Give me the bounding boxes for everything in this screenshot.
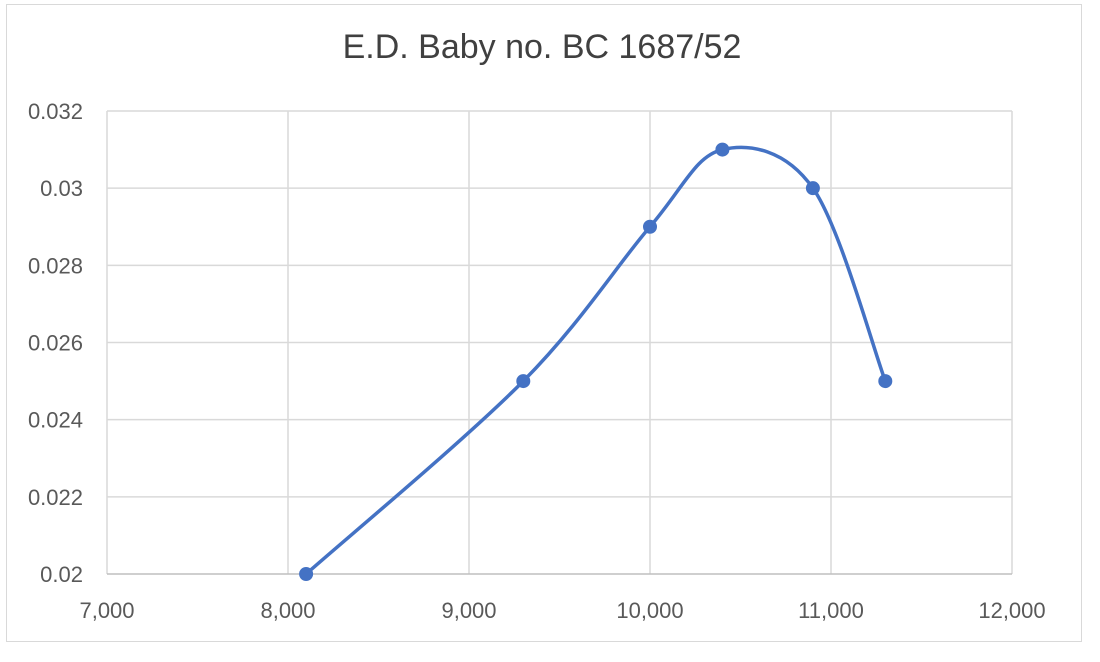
data-point — [516, 374, 531, 389]
data-point — [643, 219, 657, 234]
x-tick-label: 9,000 — [441, 598, 496, 623]
x-tick-label: 8,000 — [260, 598, 315, 623]
x-tick-label: 11,000 — [798, 598, 864, 623]
y-tick-label: 0.024 — [28, 408, 83, 433]
y-tick-label: 0.02 — [40, 562, 83, 587]
series-group — [299, 142, 893, 581]
data-point — [805, 181, 820, 196]
y-tick-label: 0.028 — [28, 253, 83, 278]
chart-title: E.D. Baby no. BC 1687/52 — [342, 28, 742, 66]
series-line — [304, 145, 888, 576]
x-tick-label: 10,000 — [616, 598, 683, 623]
y-tick-labels: 0.02 0.022 0.024 0.026 0.028 0.03 0.032 — [28, 99, 83, 587]
x-tick-label: 12,000 — [978, 598, 1045, 623]
data-point — [299, 567, 314, 581]
y-tick-label: 0.03 — [40, 176, 83, 201]
gridlines — [106, 110, 1013, 574]
x-tick-label: 7,000 — [79, 598, 134, 623]
x-tick-labels: 7,000 8,000 9,000 10,000 11,000 12,000 — [79, 598, 1045, 623]
data-point — [715, 142, 730, 157]
y-tick-label: 0.032 — [28, 99, 83, 124]
data-point — [878, 374, 893, 389]
y-tick-label: 0.022 — [28, 485, 83, 510]
y-tick-label: 0.026 — [28, 331, 83, 356]
